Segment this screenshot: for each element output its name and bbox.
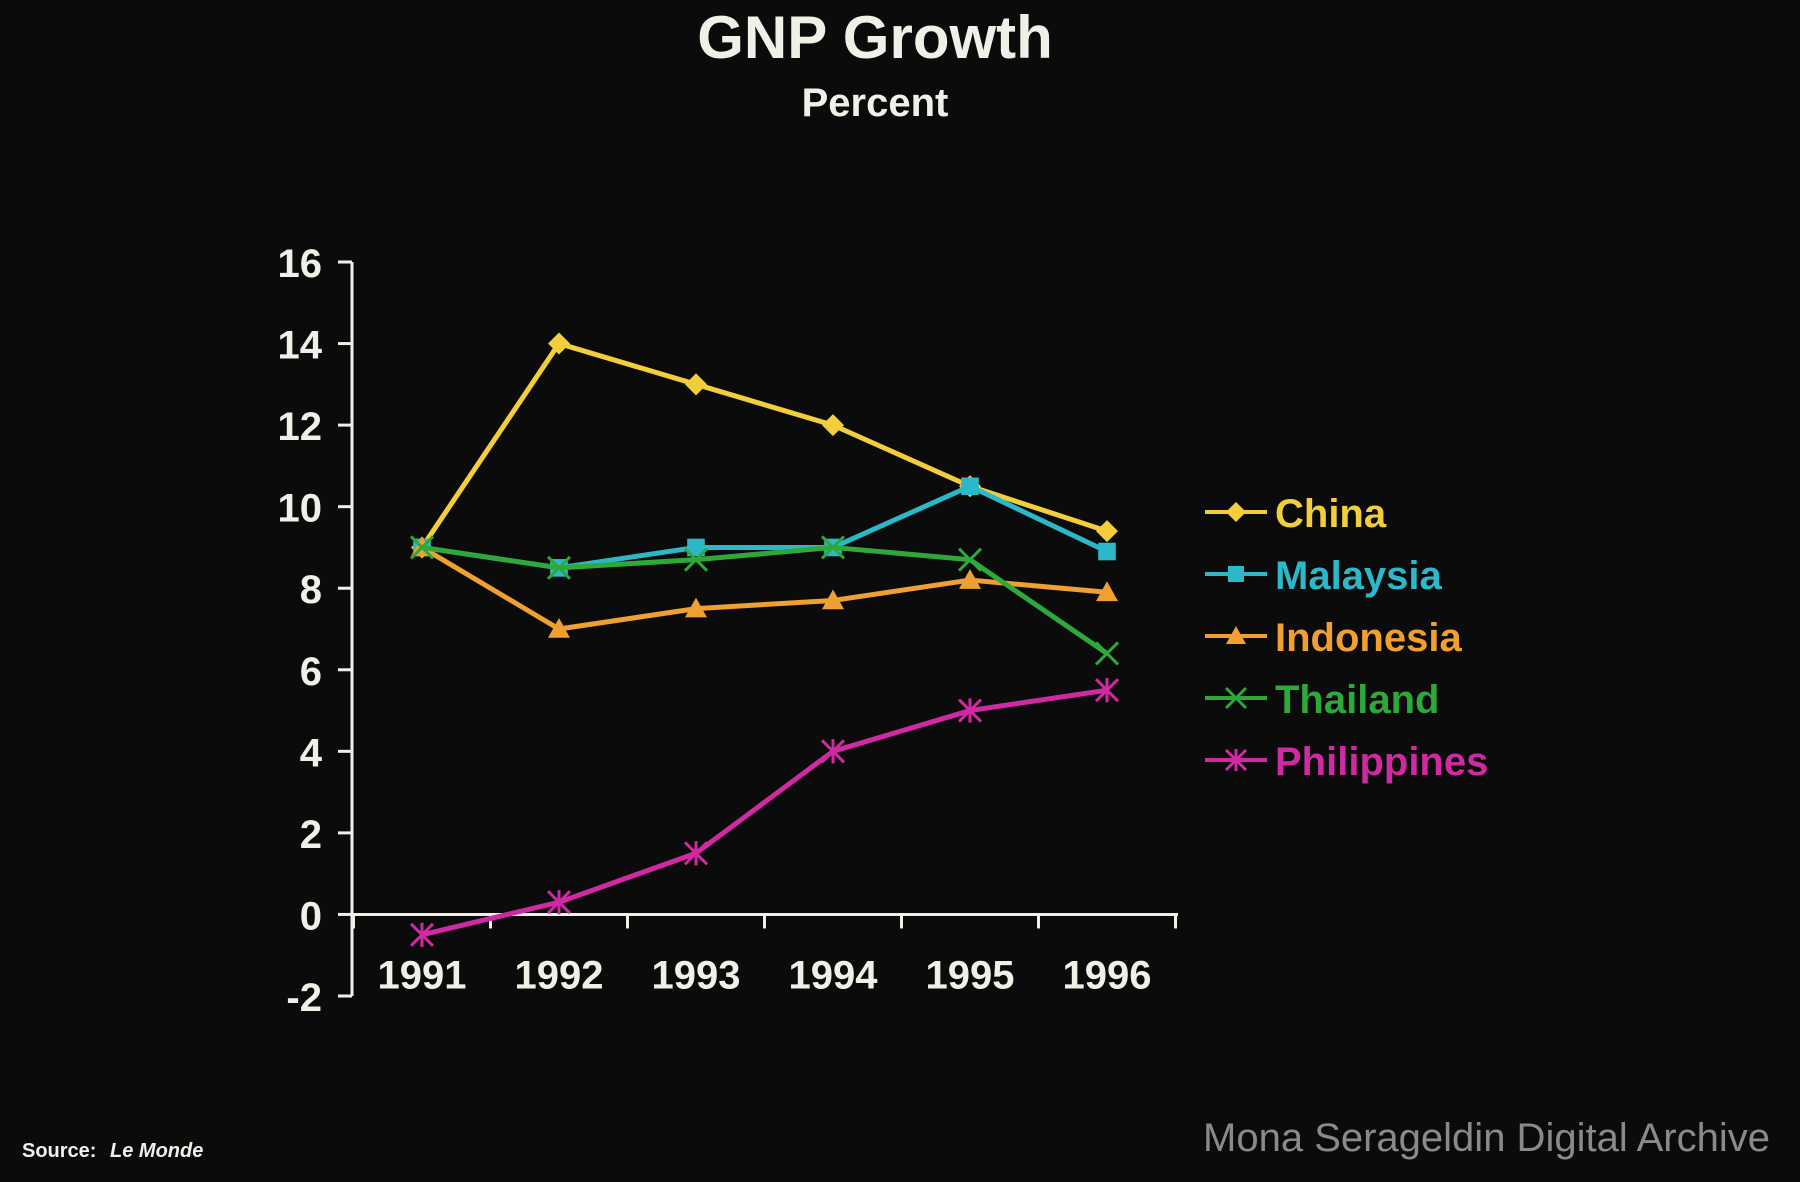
data-point-indonesia xyxy=(822,589,844,610)
data-point-thailand xyxy=(546,555,572,580)
y-tick-label: 2 xyxy=(300,813,322,857)
data-point-philippines xyxy=(546,890,572,915)
legend-marker xyxy=(1226,626,1246,644)
series-china xyxy=(411,332,1118,559)
series-layer xyxy=(409,332,1120,947)
legend-item-thailand: Thailand xyxy=(1205,678,1439,722)
legend-marker xyxy=(1228,566,1244,582)
data-point-thailand xyxy=(683,547,709,572)
data-point-malaysia xyxy=(687,538,705,557)
y-tick-label: 0 xyxy=(300,894,322,938)
data-point-thailand xyxy=(957,547,983,572)
legend-marker xyxy=(1224,686,1248,710)
x-tick-label: 1996 xyxy=(1063,953,1152,997)
source-note: Source: Le Monde xyxy=(22,1140,203,1163)
data-point-indonesia xyxy=(959,569,981,589)
y-tick-label: 12 xyxy=(278,405,323,449)
x-tick-label: 1994 xyxy=(789,953,879,997)
data-point-thailand xyxy=(1094,641,1120,666)
data-point-philippines xyxy=(1094,678,1120,703)
legend-marker xyxy=(1226,502,1246,522)
legend-item-philippines: Philippines xyxy=(1205,740,1488,784)
legend: China Malaysia Indonesia Thailand Philippine… xyxy=(1205,492,1488,784)
source-label: Source: xyxy=(22,1140,97,1162)
legend-label-malaysia: Malaysia xyxy=(1275,554,1443,598)
x-tick-label: 1993 xyxy=(652,953,741,997)
series-line-philippines xyxy=(421,687,1108,938)
legend-item-malaysia: Malaysia xyxy=(1205,554,1443,598)
legend-label-china: China xyxy=(1275,492,1387,536)
legend-item-china: China xyxy=(1205,492,1387,536)
marker-stroke xyxy=(546,555,572,580)
legend-item-indonesia: Indonesia xyxy=(1205,616,1462,660)
legend-marker xyxy=(1224,748,1248,772)
y-tick-label: -2 xyxy=(286,976,322,1020)
watermark: Mona Serageldin Digital Archive xyxy=(1203,1116,1770,1160)
data-point-china xyxy=(822,414,844,437)
data-point-malaysia xyxy=(961,477,979,496)
data-point-thailand xyxy=(409,535,435,560)
x-tick-label: 1992 xyxy=(515,953,604,997)
data-point-philippines xyxy=(683,841,709,866)
data-point-malaysia xyxy=(1098,542,1116,561)
legend-label-thailand: Thailand xyxy=(1275,678,1439,722)
y-tick-label: 14 xyxy=(278,324,323,368)
chart-title: GNP Growth xyxy=(697,4,1053,71)
marker-stroke xyxy=(820,535,846,560)
legend-label-philippines: Philippines xyxy=(1275,740,1488,784)
axes: 16 14 12 10 8 6 4 2 0 -2 1991 1992 1993 1994 1995 1996 xyxy=(278,242,1178,1020)
marker-stroke xyxy=(1224,686,1248,710)
series-thailand xyxy=(409,535,1120,666)
series-philippines xyxy=(409,678,1120,947)
marker-stroke xyxy=(409,535,435,560)
series-line-indonesia xyxy=(420,545,1108,632)
data-point-china xyxy=(548,332,570,355)
data-point-indonesia xyxy=(1096,581,1118,602)
y-tick-label: 16 xyxy=(278,242,323,286)
marker-stroke xyxy=(957,547,983,572)
y-tick-label: 10 xyxy=(278,487,323,531)
y-tick-label: 8 xyxy=(300,568,322,612)
legend-label-indonesia: Indonesia xyxy=(1275,616,1462,660)
y-tick-label: 6 xyxy=(300,650,322,694)
data-point-indonesia xyxy=(548,618,570,638)
data-point-philippines xyxy=(957,698,983,723)
series-line-china xyxy=(419,341,1108,549)
data-point-china xyxy=(685,373,707,396)
y-tick-label: 4 xyxy=(300,731,323,775)
marker-stroke xyxy=(683,547,709,572)
marker-stroke xyxy=(1094,641,1120,666)
source-name: Le Monde xyxy=(110,1140,204,1162)
data-point-indonesia xyxy=(685,597,707,618)
x-tick-label: 1995 xyxy=(926,953,1015,997)
chart-subtitle: Percent xyxy=(802,81,949,125)
x-tick-label: 1991 xyxy=(378,953,467,997)
series-line-thailand xyxy=(421,544,1109,656)
data-point-thailand xyxy=(820,535,846,560)
data-point-china xyxy=(1096,520,1118,543)
data-point-philippines xyxy=(820,739,846,764)
data-point-philippines xyxy=(409,922,435,947)
